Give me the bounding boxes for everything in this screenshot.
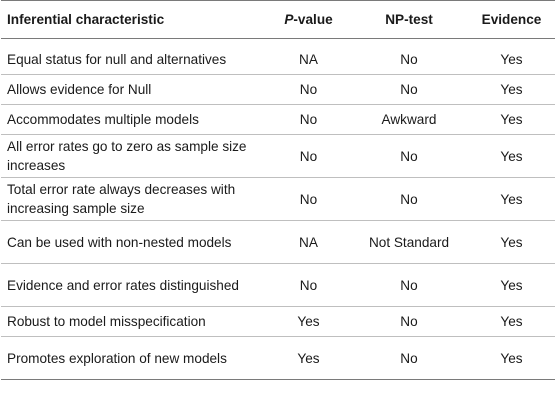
row-pvalue: No [299,191,318,207]
row-characteristic: All error rates go to zero as sample siz… [7,139,247,173]
table-header: Inferential characteristic P-value NP-te… [1,0,555,39]
row-characteristic: Evidence and error rates distinguished [7,277,239,293]
row-nptest: No [400,82,418,97]
header-pvalue-suffix: -value [293,12,333,27]
row-pvalue: No [299,148,318,164]
table-row: Accommodates multiple models No Awkward … [1,105,555,135]
row-evidence: Yes [500,148,523,164]
row-nptest: Awkward [381,112,437,127]
row-nptest: No [400,314,418,329]
header-characteristic: Inferential characteristic [7,12,165,27]
row-evidence: Yes [500,350,523,366]
row-nptest: Not Standard [368,234,450,250]
row-characteristic: Can be used with non-nested models [7,234,232,250]
row-evidence: Yes [500,234,523,250]
header-pvalue: P-value [255,1,348,39]
table-row: Robust to model misspecification Yes No … [1,307,555,337]
row-pvalue: No [299,277,318,293]
header-pvalue-prefix: P [284,12,294,27]
row-nptest: No [400,191,418,207]
row-nptest: No [400,148,418,164]
row-pvalue: NA [299,52,318,67]
row-pvalue: No [299,112,318,127]
row-evidence: Yes [500,52,523,67]
row-pvalue: Yes [297,350,320,366]
row-characteristic: Robust to model misspecification [7,314,206,329]
table-row: Equal status for null and alternatives N… [1,39,555,75]
table-row: Total error rate always decreases with i… [1,178,555,221]
table-row: Promotes exploration of new models Yes N… [1,337,555,380]
row-characteristic: Promotes exploration of new models [7,350,227,366]
row-nptest: No [400,52,418,67]
header-evidence: Evidence [481,12,542,27]
table-row: Evidence and error rates distinguished N… [1,264,555,307]
row-nptest: No [400,350,418,366]
row-pvalue: Yes [297,314,320,329]
table-body: Equal status for null and alternatives N… [1,39,555,380]
row-characteristic: Equal status for null and alternatives [7,52,227,67]
header-row: Inferential characteristic P-value NP-te… [1,0,555,39]
row-evidence: Yes [500,112,523,127]
row-evidence: Yes [500,277,523,293]
comparison-table: Inferential characteristic P-value NP-te… [1,0,555,380]
row-characteristic: Total error rate always decreases with i… [7,182,236,216]
header-nptest: NP-test [385,12,433,27]
row-evidence: Yes [500,191,523,207]
row-pvalue: NA [299,234,318,250]
row-characteristic: Accommodates multiple models [7,112,199,127]
table-row: All error rates go to zero as sample siz… [1,135,555,178]
table-row: Allows evidence for Null No No Yes [1,75,555,105]
row-evidence: Yes [500,82,523,97]
row-characteristic: Allows evidence for Null [7,82,152,97]
row-nptest: No [400,277,418,293]
row-pvalue: No [299,82,318,97]
row-evidence: Yes [500,314,523,329]
table-row: Can be used with non-nested models NA No… [1,221,555,264]
